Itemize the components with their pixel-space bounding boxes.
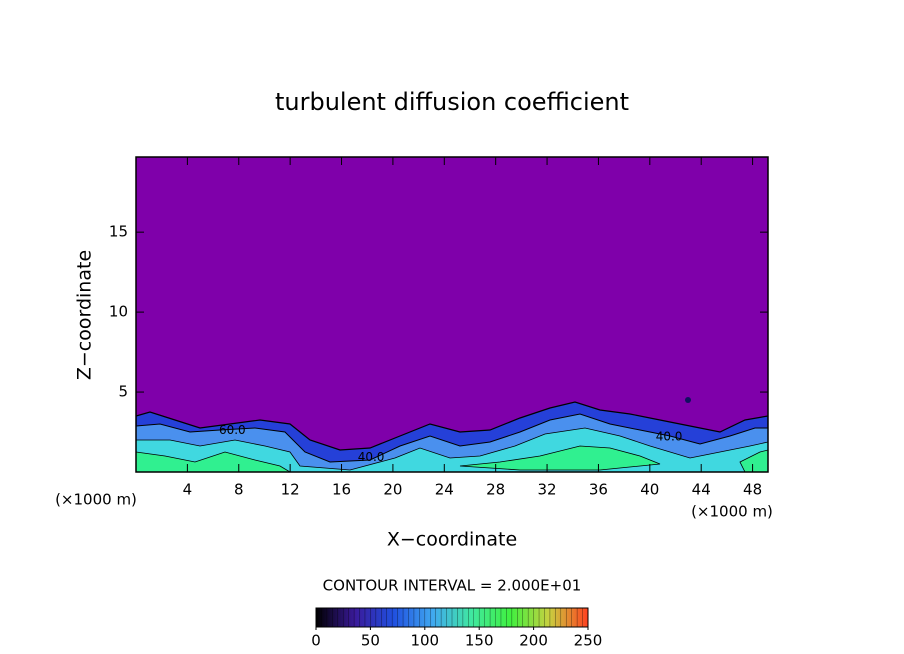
colorbar-tick-label: 0 (311, 632, 321, 650)
y-tick-label: 15 (109, 223, 128, 241)
x-unit-label: (×1000 m) (691, 503, 773, 521)
colorbar-tick-label: 50 (361, 632, 380, 650)
x-tick-label: 40 (640, 481, 659, 499)
x-tick-label: 12 (281, 481, 300, 499)
turbulence-region (136, 397, 768, 472)
x-tick-label: 20 (383, 481, 402, 499)
colorbar-tick-label: 200 (519, 632, 548, 650)
contour-interval: CONTOUR INTERVAL = 2.000E+01 (323, 577, 582, 595)
contour-label: 40.0 (358, 450, 385, 464)
y-axis-label: Z−coordinate (74, 250, 96, 380)
x-tick-label: 36 (589, 481, 608, 499)
y-tick-label: 5 (118, 383, 128, 401)
colorbar-tick-label: 250 (574, 632, 603, 650)
chart-title: turbulent diffusion coefficient (275, 88, 629, 116)
x-tick-label: 4 (183, 481, 193, 499)
x-tick-label: 16 (332, 481, 351, 499)
contour-label: 40.0 (656, 429, 683, 443)
x-axis-label: X−coordinate (387, 529, 517, 551)
x-tick-label: 28 (486, 481, 505, 499)
x-tick-label: 48 (743, 481, 762, 499)
x-tick-label: 32 (538, 481, 557, 499)
x-unit-label: (×1000 m) (55, 491, 137, 509)
plot-frame (135, 156, 769, 473)
region-green (136, 445, 768, 472)
contour-label: 60.0 (219, 423, 246, 437)
x-tick-label: 8 (234, 481, 244, 499)
x-tick-label: 24 (435, 481, 454, 499)
region-spot (685, 397, 691, 403)
field-background (136, 157, 768, 472)
colorbar-tick-label: 100 (410, 632, 439, 650)
y-tick-label: 10 (109, 303, 128, 321)
x-tick-label: 44 (692, 481, 711, 499)
colorbar-tick-label: 150 (465, 632, 494, 650)
